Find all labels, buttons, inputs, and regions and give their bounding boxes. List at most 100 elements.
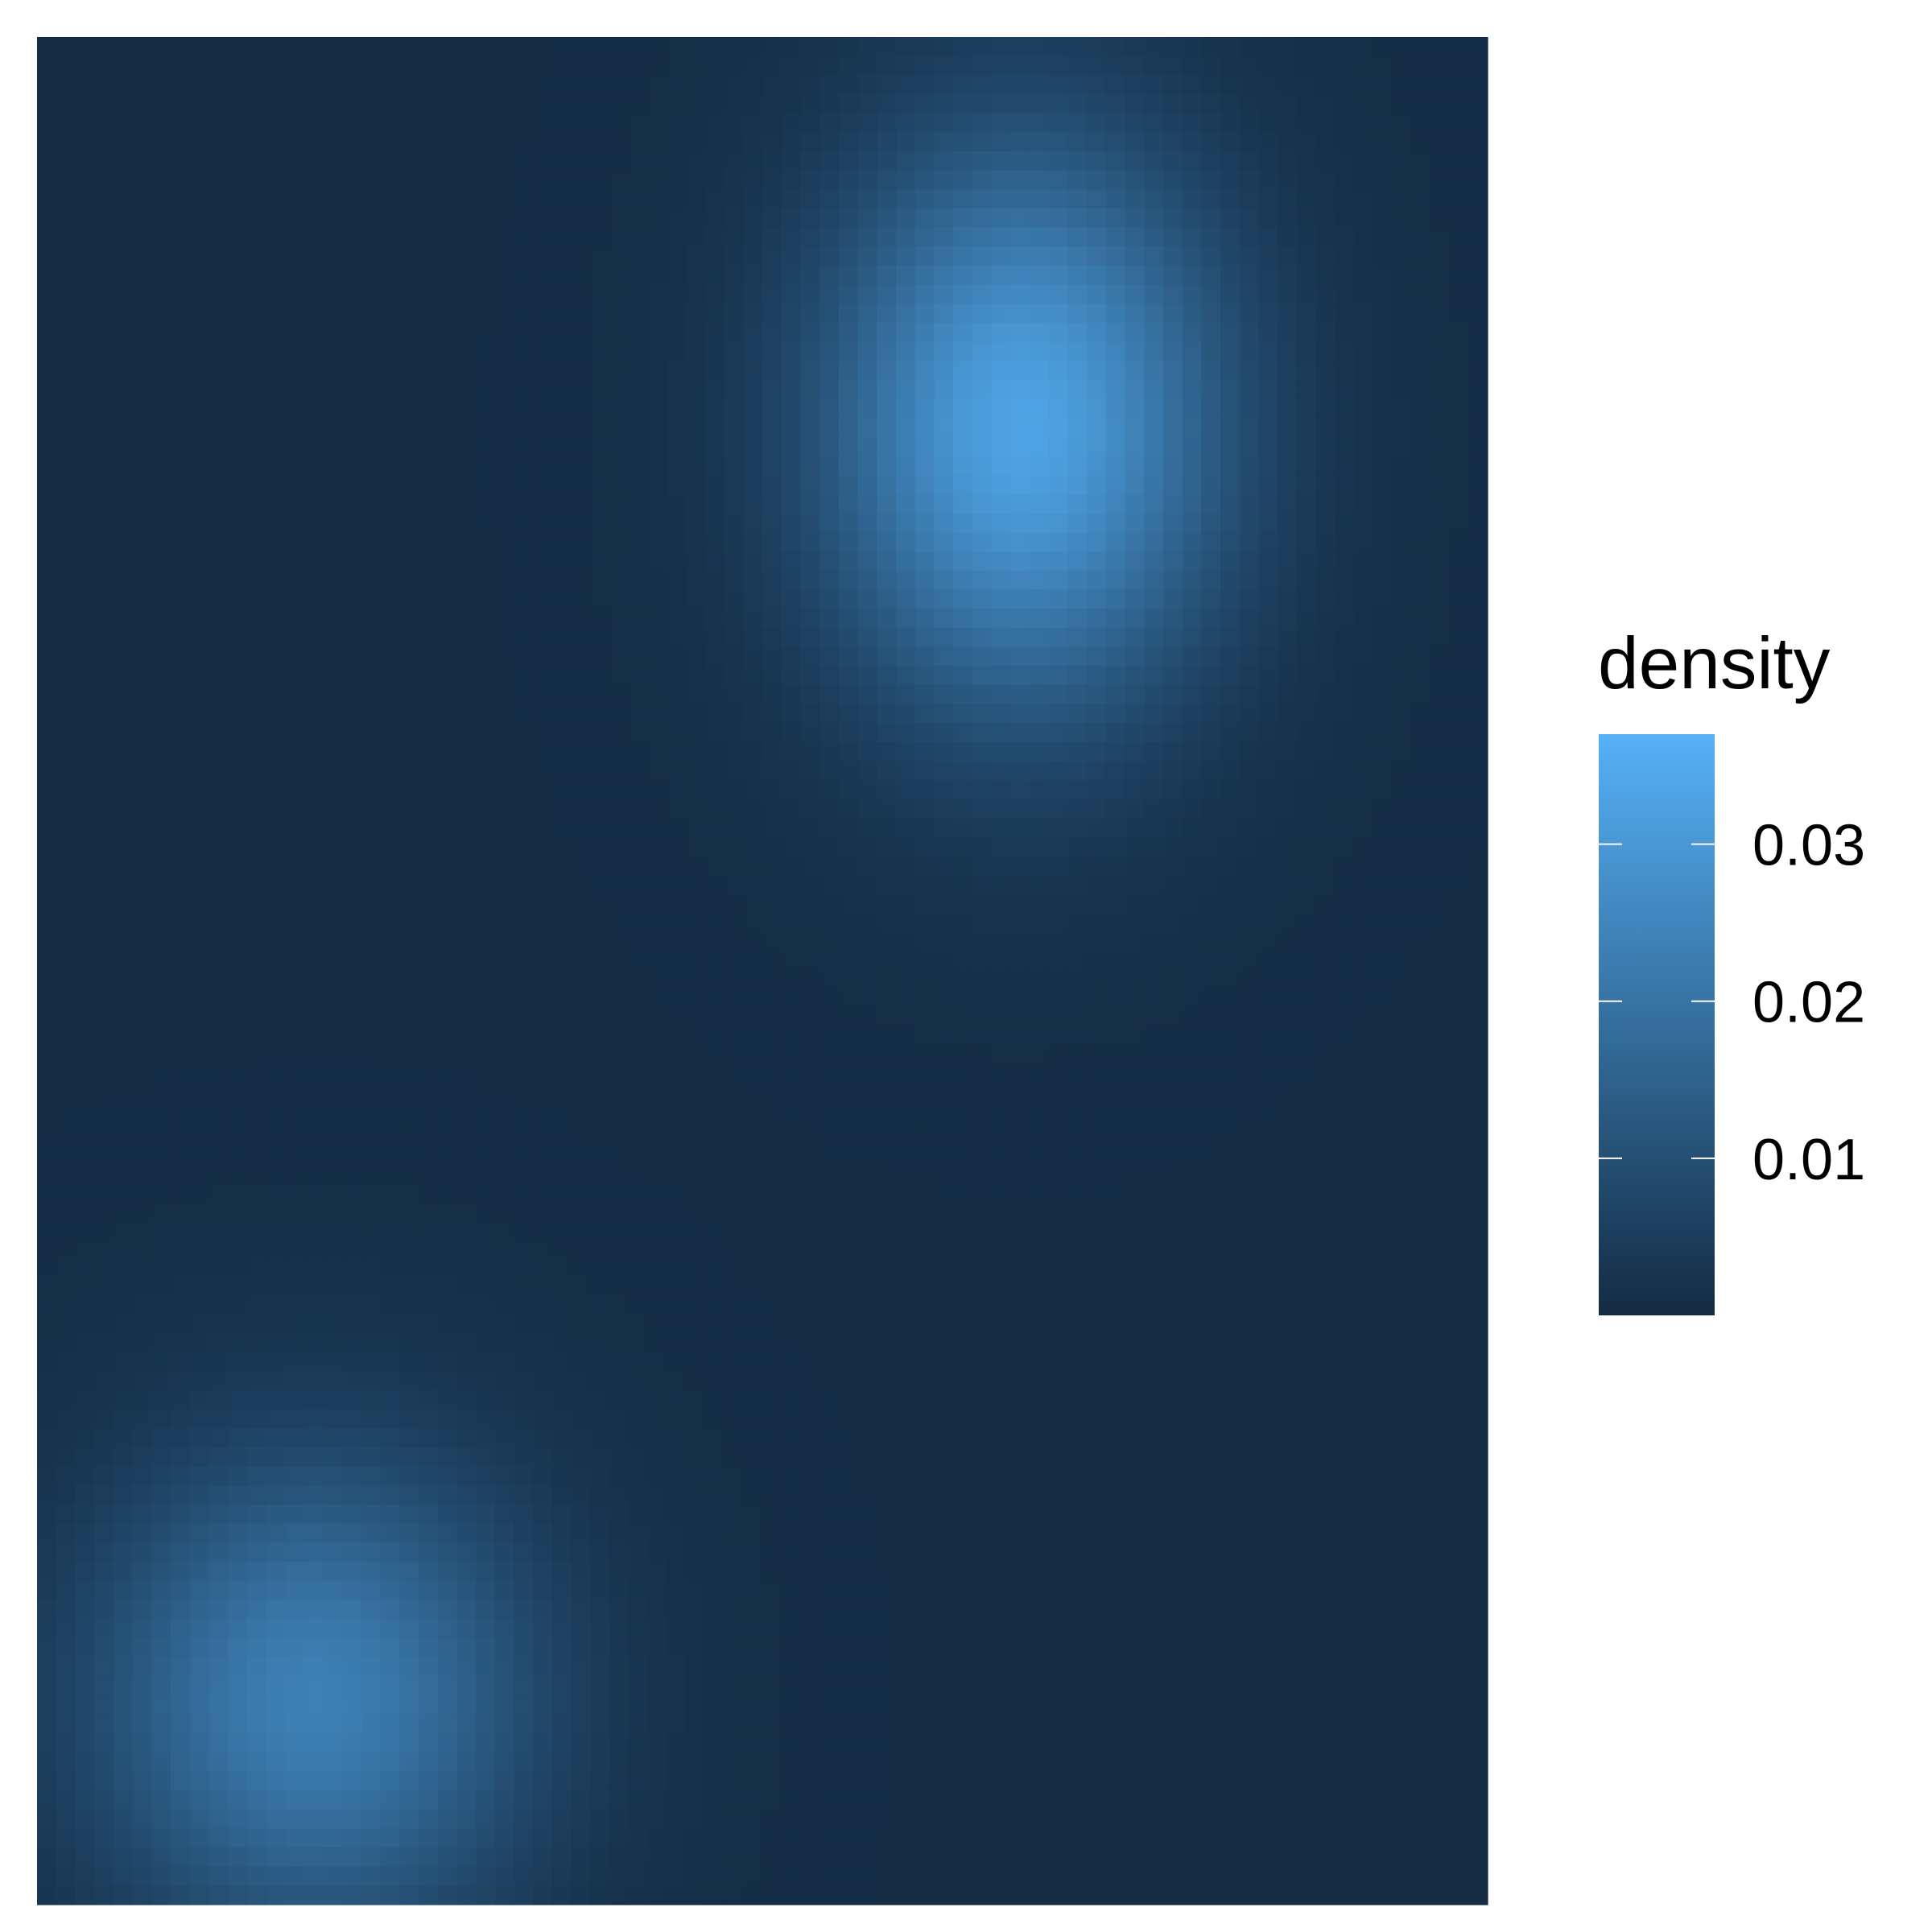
heatmap-cell [1067,170,1088,190]
heatmap-cell [113,837,134,857]
heatmap-cell [361,437,382,457]
heatmap-cell [456,208,477,229]
heatmap-cell [132,1218,152,1239]
heatmap-cell [590,398,610,419]
heatmap-cell [1105,170,1126,190]
heatmap-cell [56,266,76,286]
heatmap-cell [419,627,439,648]
heatmap-cell [1220,609,1241,629]
heatmap-cell [285,1257,305,1277]
heatmap-cell [266,37,286,57]
heatmap-cell [189,932,209,952]
heatmap-cell [1411,303,1431,324]
heatmap-cell [266,1218,286,1239]
heatmap-cell [991,170,1011,190]
heatmap-cell [342,589,362,609]
heatmap-cell [953,913,973,934]
heatmap-cell [266,456,286,477]
heatmap-cell [571,1028,592,1048]
heatmap-cell [1125,627,1145,648]
heatmap-cell [56,1009,76,1029]
heatmap-cell [285,170,305,190]
heatmap-cell [1220,1161,1241,1181]
heatmap-cell [819,971,840,991]
heatmap-cell [1220,1009,1241,1029]
heatmap-cell [1468,284,1488,305]
heatmap-cell [647,856,668,877]
heatmap-cell [75,132,95,152]
heatmap-cell [934,56,954,76]
heatmap-cell [56,227,76,247]
heatmap-cell [857,341,877,362]
heatmap-cell [1239,494,1260,514]
heatmap-cell [686,94,706,114]
heatmap-cell [1048,170,1068,190]
heatmap-cell [323,952,343,972]
heatmap-cell [724,208,744,229]
heatmap-cell [437,361,458,381]
heatmap-cell [399,856,419,877]
heatmap-cell [399,1257,419,1277]
heatmap-cell [1144,246,1164,266]
heatmap-cell [991,1161,1011,1181]
heatmap-cell [1087,94,1107,114]
heatmap-cell [1125,341,1145,362]
heatmap-cell [1430,341,1451,362]
heatmap-cell [380,551,401,572]
heatmap-cell [94,132,114,152]
heatmap-cell [94,646,114,667]
heatmap-cell [991,75,1011,95]
heatmap-cell [838,1180,859,1200]
heatmap-cell [743,456,763,477]
heatmap-cell [743,132,763,152]
heatmap-cell [1067,1066,1088,1086]
heatmap-cell [991,208,1011,229]
heatmap-cell [1220,952,1241,972]
heatmap-cell [800,494,820,514]
heatmap-cell [1430,113,1451,133]
heatmap-cell [1048,418,1068,438]
heatmap-cell [1335,132,1355,152]
heatmap-cell [704,37,725,57]
heatmap-cell [953,494,973,514]
heatmap-cell [1373,780,1393,800]
heatmap-cell [609,741,630,762]
heatmap-cell [361,494,382,514]
heatmap-cell [437,494,458,514]
heatmap-cell [857,666,877,686]
heatmap-cell [762,761,782,781]
heatmap-cell [552,303,572,324]
heatmap-cell [1354,818,1374,838]
heatmap-cell [953,989,973,1009]
heatmap-cell [1087,227,1107,247]
heatmap-cell [838,227,859,247]
heatmap-cell [380,456,401,477]
heatmap-cell [743,837,763,857]
heatmap-cell [1201,818,1221,838]
heatmap-cell [1258,341,1278,362]
heatmap-cell [1392,1199,1412,1220]
heatmap-cell [1239,1237,1260,1257]
heatmap-cell [303,1104,324,1124]
heatmap-cell [838,456,859,477]
heatmap-cell [323,303,343,324]
heatmap-cell [1201,761,1221,781]
heatmap-cell [953,589,973,609]
heatmap-cell [1029,513,1050,534]
heatmap-cell [781,1275,802,1296]
heatmap-cell [151,151,171,171]
heatmap-cell [647,1085,668,1105]
heatmap-cell [686,913,706,934]
heatmap-cell [609,1180,630,1200]
heatmap-cell [1105,418,1126,438]
heatmap-cell [361,266,382,286]
heatmap-cell [419,609,439,629]
heatmap-cell [800,1009,820,1029]
heatmap-cell [857,380,877,400]
heatmap-cell [781,341,802,362]
heatmap-cell [495,913,515,934]
heatmap-cell [170,589,191,609]
heatmap-cell [533,1085,553,1105]
heatmap-cell [590,323,610,343]
heatmap-cell [1087,609,1107,629]
